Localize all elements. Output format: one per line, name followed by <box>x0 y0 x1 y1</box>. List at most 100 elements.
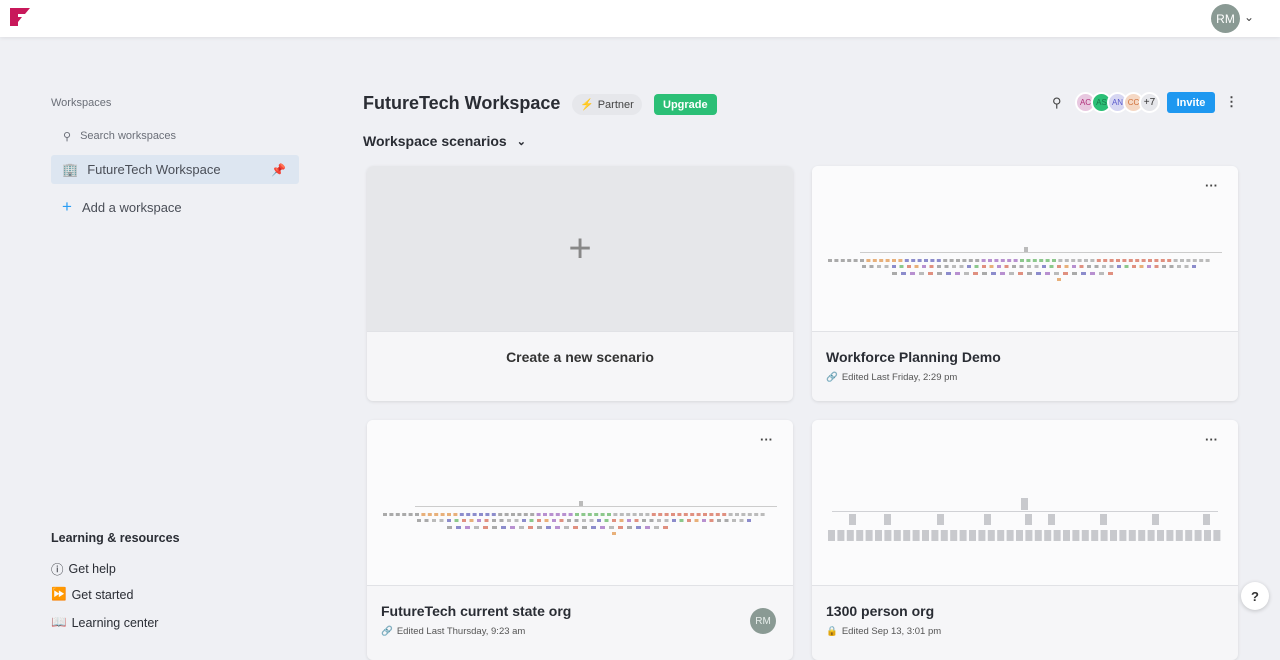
help-button[interactable]: ? <box>1241 582 1269 610</box>
org-node <box>1147 265 1151 268</box>
org-node <box>950 530 958 541</box>
org-node <box>1128 530 1136 541</box>
search-icon[interactable]: ⚲ <box>1052 95 1062 110</box>
more-options-icon[interactable]: ··· <box>1205 178 1218 193</box>
org-node <box>910 272 915 275</box>
org-node <box>589 519 594 522</box>
scenario-name: 1300 person org <box>826 603 935 619</box>
pin-icon[interactable]: 📌 <box>271 162 286 177</box>
org-chart-preview: ··· <box>367 420 793 586</box>
chevron-down-icon: ⌄ <box>516 135 526 148</box>
org-node <box>828 530 835 541</box>
more-options-icon[interactable]: ··· <box>1205 432 1218 447</box>
org-node <box>1034 265 1039 268</box>
org-node <box>632 513 637 516</box>
org-node <box>613 513 618 516</box>
more-options-icon[interactable]: ⋮ <box>1225 94 1238 109</box>
app-logo[interactable] <box>9 6 31 28</box>
org-node <box>1192 265 1196 268</box>
org-node <box>536 513 541 516</box>
org-node <box>627 526 632 529</box>
org-node <box>994 259 999 262</box>
org-node <box>555 526 560 529</box>
org-node <box>440 513 445 516</box>
org-node <box>1045 259 1050 262</box>
more-options-icon[interactable]: ··· <box>760 432 773 447</box>
org-node <box>491 513 496 516</box>
org-node <box>967 265 971 268</box>
get-started-link[interactable]: ⏩ Get started <box>51 587 133 602</box>
scenario-card[interactable]: ··· Workforce Planning Demo 🔗 Edited Last… <box>812 166 1238 401</box>
org-node <box>732 519 736 522</box>
org-node <box>1154 265 1159 268</box>
scenario-name: Workforce Planning Demo <box>826 349 1001 365</box>
org-node <box>564 526 569 529</box>
scenario-card[interactable]: ··· FutureTech current state org 🔗 Edited… <box>367 420 793 660</box>
org-node <box>492 519 496 522</box>
org-node <box>573 526 578 529</box>
org-node <box>447 519 451 522</box>
org-node <box>914 265 919 268</box>
org-node <box>1026 259 1031 262</box>
org-node <box>717 519 721 522</box>
org-node <box>930 259 935 262</box>
org-node <box>1091 530 1099 541</box>
org-node <box>903 530 911 541</box>
org-node <box>1072 530 1080 541</box>
org-node <box>474 526 479 529</box>
org-node <box>454 519 459 522</box>
chevron-down-icon[interactable]: ⌄ <box>1244 10 1255 24</box>
org-node <box>1152 514 1159 525</box>
org-node <box>724 519 729 522</box>
org-node <box>1108 272 1113 275</box>
org-node <box>466 513 471 516</box>
org-node <box>1122 259 1127 262</box>
org-node <box>969 530 976 541</box>
org-node <box>1072 272 1077 275</box>
org-node <box>860 259 864 262</box>
org-node <box>439 519 444 522</box>
org-node <box>549 513 554 516</box>
org-node <box>530 513 535 516</box>
org-node <box>645 526 650 529</box>
member-avatars[interactable]: AC AS AN CC +7 <box>1075 92 1160 113</box>
link-label: Get help <box>68 561 116 576</box>
learning-center-link[interactable]: 📖 Learning center <box>51 615 158 630</box>
org-node <box>581 513 586 516</box>
org-node <box>522 519 526 522</box>
invite-button[interactable]: Invite <box>1167 92 1215 113</box>
org-node <box>484 519 489 522</box>
org-node <box>582 526 587 529</box>
org-node <box>978 530 986 541</box>
get-help-link[interactable]: ⓘ Get help <box>51 559 116 578</box>
org-node <box>747 519 751 522</box>
org-node <box>1021 498 1028 510</box>
org-node <box>672 519 676 522</box>
org-node <box>1025 530 1033 541</box>
org-node <box>1169 265 1174 268</box>
org-node <box>619 519 624 522</box>
user-avatar[interactable]: RM <box>1211 4 1240 33</box>
fast-forward-icon: ⏩ <box>51 587 67 601</box>
sidebar-item-futuretech-workspace[interactable]: 🏢 FutureTech Workspace 📌 <box>51 155 299 184</box>
org-node <box>514 519 519 522</box>
upgrade-button[interactable]: Upgrade <box>654 94 717 115</box>
building-icon: 🏢 <box>62 161 79 177</box>
org-node <box>1007 259 1012 262</box>
org-node <box>408 513 413 516</box>
learning-heading: Learning & resources <box>51 531 180 545</box>
org-node <box>537 519 541 522</box>
search-workspaces-input[interactable]: ⚲ Search workspaces <box>51 124 299 148</box>
scenarios-dropdown[interactable]: Workspace scenarios ⌄ <box>363 133 526 149</box>
org-node <box>1019 265 1024 268</box>
create-scenario-card[interactable]: + Create a new scenario <box>367 166 793 401</box>
add-workspace-button[interactable]: + Add a workspace <box>51 196 182 218</box>
scenario-card[interactable]: ··· 1300 person org 🔒 Edited Sep 13, 3:01… <box>812 420 1238 660</box>
org-node <box>984 514 991 525</box>
org-node <box>1032 259 1037 262</box>
more-members[interactable]: +7 <box>1139 92 1160 113</box>
org-node <box>612 519 616 522</box>
org-node <box>922 265 926 268</box>
org-node <box>1102 265 1106 268</box>
org-node <box>618 526 623 529</box>
